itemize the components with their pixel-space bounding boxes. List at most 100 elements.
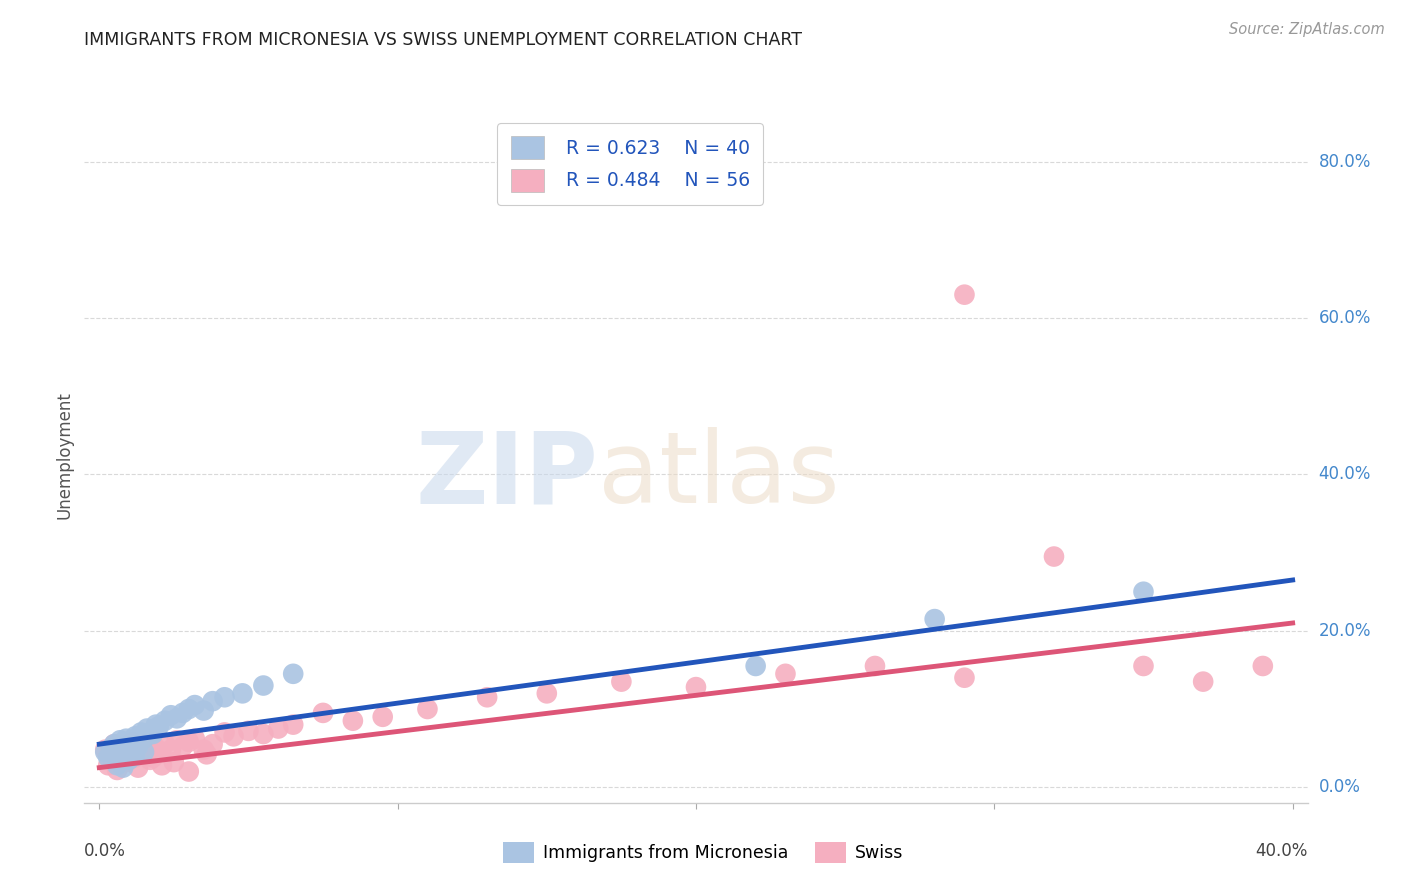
Text: 60.0%: 60.0%	[1319, 310, 1371, 327]
Point	[166, 711, 188, 725]
Text: 40.0%: 40.0%	[1256, 842, 1308, 860]
Point	[222, 730, 245, 744]
Point	[214, 725, 236, 739]
Point	[1192, 674, 1215, 689]
Point	[121, 735, 143, 749]
Point	[863, 659, 886, 673]
Point	[184, 731, 207, 746]
Point	[160, 742, 183, 756]
Point	[112, 761, 135, 775]
Point	[129, 725, 152, 739]
Point	[416, 702, 439, 716]
Point	[267, 722, 290, 736]
Point	[136, 745, 159, 759]
Point	[124, 750, 146, 764]
Point	[371, 710, 394, 724]
Point	[238, 723, 260, 738]
Point	[121, 735, 143, 749]
Point	[124, 730, 146, 744]
Point	[108, 733, 131, 747]
Point	[115, 755, 138, 769]
Point	[142, 750, 165, 764]
Point	[139, 753, 162, 767]
Point	[160, 708, 183, 723]
Point	[744, 659, 766, 673]
Text: atlas: atlas	[598, 427, 839, 524]
Point	[475, 690, 498, 705]
Point	[775, 666, 797, 681]
Point	[94, 745, 117, 759]
Legend: Immigrants from Micronesia, Swiss: Immigrants from Micronesia, Swiss	[496, 835, 910, 870]
Point	[136, 722, 159, 736]
Point	[153, 737, 176, 751]
Point	[195, 747, 218, 762]
Point	[105, 758, 128, 772]
Point	[150, 758, 173, 772]
Point	[129, 747, 152, 762]
Point	[201, 694, 224, 708]
Text: 40.0%: 40.0%	[1319, 466, 1371, 483]
Point	[94, 742, 117, 756]
Point	[97, 750, 120, 764]
Point	[214, 690, 236, 705]
Point	[105, 755, 128, 769]
Y-axis label: Unemployment: Unemployment	[55, 391, 73, 519]
Point	[139, 727, 162, 741]
Point	[177, 702, 200, 716]
Point	[118, 753, 141, 767]
Point	[252, 679, 274, 693]
Point	[342, 714, 364, 728]
Point	[953, 287, 976, 301]
Point	[685, 680, 707, 694]
Point	[112, 753, 135, 767]
Point	[231, 686, 253, 700]
Point	[1132, 659, 1154, 673]
Point	[163, 755, 186, 769]
Point	[312, 706, 335, 720]
Point	[105, 747, 128, 762]
Point	[153, 714, 176, 728]
Point	[112, 742, 135, 756]
Text: 0.0%: 0.0%	[84, 842, 127, 860]
Point	[100, 741, 122, 756]
Point	[132, 745, 155, 759]
Point	[283, 717, 305, 731]
Point	[118, 737, 141, 751]
Point	[610, 674, 633, 689]
Point	[166, 733, 188, 747]
Text: 0.0%: 0.0%	[1319, 778, 1361, 797]
Point	[252, 727, 274, 741]
Point	[145, 741, 167, 756]
Point	[193, 742, 215, 756]
Point	[127, 761, 149, 775]
Point	[283, 666, 305, 681]
Text: IMMIGRANTS FROM MICRONESIA VS SWISS UNEMPLOYMENT CORRELATION CHART: IMMIGRANTS FROM MICRONESIA VS SWISS UNEM…	[84, 31, 803, 49]
Point	[115, 731, 138, 746]
Point	[132, 737, 155, 751]
Point	[100, 750, 122, 764]
Point	[142, 727, 165, 741]
Point	[172, 706, 194, 720]
Text: 20.0%: 20.0%	[1319, 622, 1371, 640]
Text: ZIP: ZIP	[415, 427, 598, 524]
Text: 80.0%: 80.0%	[1319, 153, 1371, 170]
Point	[201, 737, 224, 751]
Point	[124, 748, 146, 763]
Point	[145, 717, 167, 731]
Point	[177, 764, 200, 779]
Point	[103, 737, 125, 751]
Point	[132, 731, 155, 746]
Point	[118, 747, 141, 762]
Point	[142, 723, 165, 738]
Point	[1251, 659, 1274, 673]
Text: Source: ZipAtlas.com: Source: ZipAtlas.com	[1229, 22, 1385, 37]
Point	[184, 698, 207, 712]
Legend:   R = 0.623    N = 40,   R = 0.484    N = 56: R = 0.623 N = 40, R = 0.484 N = 56	[498, 123, 763, 205]
Point	[536, 686, 558, 700]
Point	[148, 745, 170, 759]
Point	[953, 671, 976, 685]
Point	[172, 739, 194, 754]
Point	[127, 742, 149, 756]
Point	[97, 758, 120, 772]
Point	[148, 719, 170, 733]
